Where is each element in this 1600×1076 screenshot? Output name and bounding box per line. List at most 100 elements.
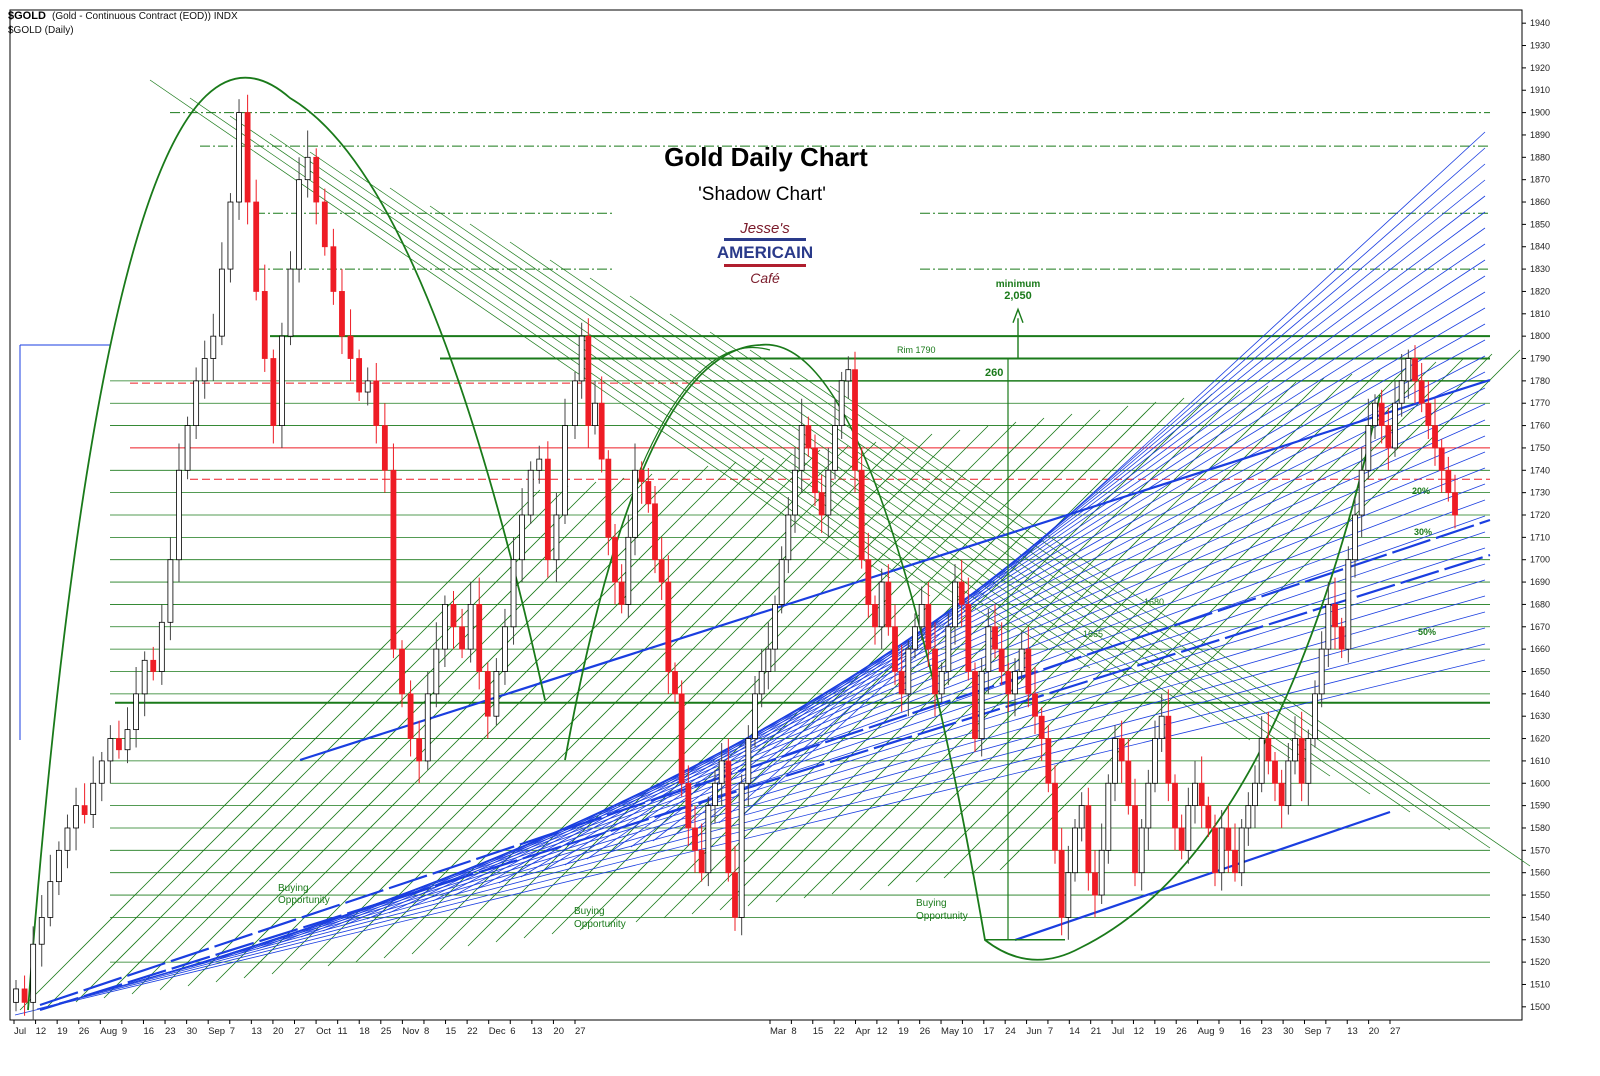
candle-body — [1178, 827, 1185, 851]
candle-body — [612, 536, 618, 583]
x-tick-label: Sep — [1304, 1026, 1321, 1037]
x-tick-label: 10 — [962, 1026, 973, 1037]
candle-body — [725, 760, 732, 874]
candle-body — [732, 872, 738, 918]
candle-body — [1098, 849, 1105, 896]
candle-body — [484, 671, 491, 717]
candle-body — [1238, 827, 1245, 874]
x-tick-label: 27 — [575, 1026, 586, 1037]
candle-body — [1278, 782, 1285, 807]
candle-body — [1158, 715, 1165, 739]
candle-body — [692, 827, 698, 851]
rising-green-diagonal — [131, 473, 653, 995]
x-tick-label: 20 — [1369, 1026, 1380, 1037]
candle-body — [1045, 738, 1052, 784]
x-tick-label: 26 — [79, 1026, 90, 1037]
y-tick-label: 1670 — [1530, 622, 1550, 632]
candle-body — [193, 380, 200, 426]
candle-body — [1205, 805, 1212, 829]
rising-green-diagonal — [187, 465, 709, 987]
x-tick-label: 26 — [1176, 1026, 1187, 1037]
rising-green-diagonal — [999, 349, 1521, 871]
candle-body — [765, 648, 772, 672]
rising-blue-diagonal — [586, 243, 1486, 860]
rising-blue-diagonal — [542, 275, 1486, 872]
candle-body — [998, 648, 1005, 672]
x-tick-label: Jul — [1112, 1026, 1124, 1037]
rising-blue-diagonal — [80, 611, 1486, 998]
y-tick-label: 1800 — [1530, 331, 1550, 341]
pct-50-label: 50% — [1418, 627, 1436, 637]
y-tick-label: 1680 — [1530, 599, 1550, 609]
candle-body — [1452, 492, 1458, 516]
rising-green-diagonal — [467, 425, 989, 947]
declining-green-diagonal — [389, 187, 1091, 669]
candle-body — [107, 738, 114, 762]
y-tick-label: 1540 — [1530, 912, 1550, 922]
candle-body — [467, 604, 474, 650]
candle-body — [952, 581, 958, 628]
candle-body — [685, 782, 692, 829]
candle-body — [510, 559, 517, 628]
candle-body — [1145, 782, 1152, 829]
candle-body — [772, 604, 778, 650]
rising-blue-diagonal — [674, 179, 1486, 836]
rising-green-diagonal — [495, 421, 1017, 943]
candle-body — [1058, 849, 1065, 918]
candle-body — [585, 335, 592, 426]
candle-body — [1358, 469, 1365, 516]
pct-30-label: 30% — [1414, 527, 1432, 537]
candle-body — [1038, 715, 1045, 739]
candle-body — [373, 380, 380, 426]
candle-body — [858, 469, 865, 561]
candle-body — [1252, 782, 1258, 807]
candle-body — [1318, 648, 1325, 695]
candle-body — [304, 156, 311, 181]
candle-body — [985, 626, 992, 672]
x-tick-label: 11 — [338, 1026, 348, 1037]
x-tick-label: 27 — [1390, 1026, 1401, 1037]
rising-green-diagonal — [19, 489, 541, 1011]
header-symbol: $GOLD — [8, 10, 46, 22]
candle-body — [832, 425, 838, 471]
candle-body — [1332, 604, 1338, 628]
candle-body — [658, 559, 665, 583]
x-tick-label: Aug — [1198, 1026, 1215, 1037]
declining-green-diagonal — [629, 295, 1331, 777]
rising-green-diagonal — [831, 373, 1353, 895]
rising-blue-diagonal — [14, 659, 1486, 1016]
candle-body — [1025, 648, 1032, 695]
x-tick-label: 12 — [1133, 1026, 1144, 1037]
x-tick-label: 15 — [813, 1026, 824, 1037]
candle-body — [116, 738, 122, 751]
candle-body — [638, 469, 645, 482]
x-tick-label: 30 — [187, 1026, 198, 1037]
target-arrow-head — [1012, 307, 1024, 323]
x-tick-label: 19 — [57, 1026, 68, 1037]
logo-line2: AMERICAIN — [717, 243, 813, 262]
candle-body — [270, 358, 277, 426]
level-1665-label: 1665 — [1083, 629, 1103, 639]
rising-green-diagonal — [439, 429, 961, 951]
candle-body — [321, 201, 328, 248]
y-tick-label: 1610 — [1530, 756, 1550, 766]
arc-inner — [639, 346, 771, 471]
rising-blue-diagonal — [212, 515, 1486, 962]
candle-body — [150, 659, 157, 672]
blue-channel-lower — [1014, 810, 1391, 942]
candle-body — [407, 693, 414, 739]
x-tick-label: Jul — [14, 1026, 26, 1037]
rising-green-diagonal — [859, 369, 1381, 891]
candle-body — [1265, 738, 1272, 762]
rising-green-diagonal — [103, 477, 625, 999]
rising-blue-diagonal — [630, 211, 1486, 848]
declining-green-diagonal — [829, 385, 1531, 867]
candle-body — [1385, 425, 1392, 449]
candle-body — [925, 604, 932, 650]
candle-body — [785, 514, 792, 561]
y-tick-label: 1520 — [1530, 957, 1550, 967]
rising-blue-diagonal — [36, 643, 1486, 1010]
rising-blue-diagonal — [740, 131, 1486, 818]
rim-label: Rim 1790 — [897, 345, 936, 355]
candle-body — [1012, 671, 1018, 695]
